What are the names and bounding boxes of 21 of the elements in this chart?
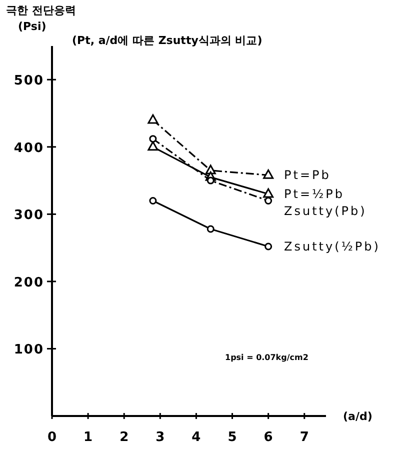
x-tick-label: 2: [120, 430, 129, 445]
x-tick-label: 0: [47, 430, 57, 445]
series-label: Pt=Pb: [284, 168, 331, 182]
x-tick-label: 7: [300, 430, 309, 445]
x-tick-label: 6: [264, 430, 273, 445]
x-tick-label: 3: [156, 430, 165, 445]
y-tick-label: 100: [14, 342, 44, 358]
y-tick-label: 300: [14, 208, 44, 224]
series-label: Zsutty(Pb): [284, 204, 367, 218]
y-axis-title: 극한 전단응력 (Psi): [6, 4, 76, 33]
x-tick-label: 1: [84, 430, 93, 445]
x-axis-title: (a/d): [343, 410, 372, 423]
y-tick-label: 500: [14, 74, 44, 89]
y-tick-label: 200: [14, 275, 44, 290]
y-tick-label: 400: [14, 140, 44, 156]
series-label: Pt=½Pb: [284, 187, 344, 201]
x-tick-label: 5: [228, 430, 237, 445]
chart-title: (Pt, a/d에 따른 Zsutty식과의 비교): [72, 34, 262, 47]
series-label: Zsutty(½Pb): [284, 239, 380, 254]
x-tick-label: 4: [192, 430, 201, 445]
annotation: 1psi = 0.07kg/cm2: [225, 353, 308, 362]
